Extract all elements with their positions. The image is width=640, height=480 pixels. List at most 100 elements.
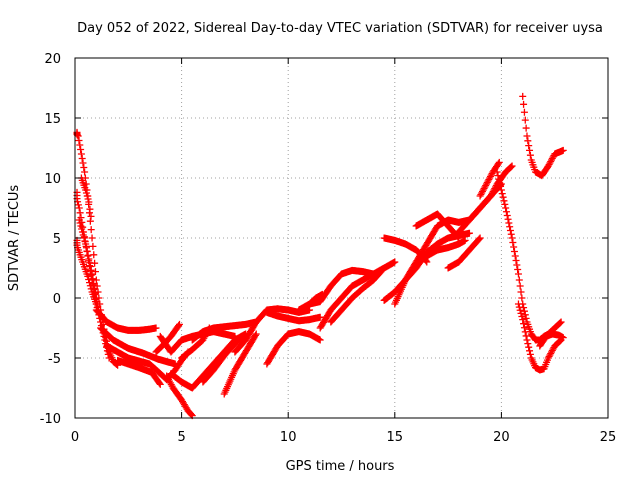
data-point: [86, 263, 94, 270]
data-point: [476, 234, 484, 242]
data-point: [487, 171, 495, 179]
data-point: [318, 290, 326, 298]
series-track-5: [75, 216, 102, 314]
data-point: [155, 379, 163, 387]
data-point: [80, 164, 88, 171]
data-point: [74, 132, 82, 140]
x-tick-label: 20: [493, 430, 510, 445]
x-tick-label: 25: [600, 430, 617, 445]
data-point: [175, 322, 183, 330]
data-point: [498, 190, 506, 198]
data-point: [481, 183, 489, 191]
series-track-15: [188, 318, 260, 344]
data-point: [548, 155, 556, 162]
data-point: [508, 234, 516, 242]
data-point: [90, 280, 98, 288]
data-point: [506, 223, 514, 231]
data-point: [549, 345, 557, 353]
data-point: [555, 320, 563, 327]
data-point: [79, 231, 87, 239]
series-track-12: [163, 372, 196, 420]
data-point: [316, 336, 324, 344]
series-track-17: [220, 330, 260, 398]
data-point: [76, 209, 84, 217]
data-point: [77, 150, 85, 158]
data-point: [84, 251, 92, 259]
data-point: [391, 258, 399, 266]
series-track-6: [92, 306, 160, 334]
data-point: [526, 347, 534, 355]
data-point: [175, 320, 183, 328]
data-point: [516, 306, 524, 314]
data-point: [78, 155, 86, 162]
series-track-16: [199, 330, 250, 386]
series-track-23: [306, 290, 326, 308]
data-point: [85, 276, 93, 284]
data-point: [491, 185, 499, 192]
series-track-1: [73, 128, 122, 369]
data-point: [86, 205, 94, 213]
data-point: [88, 234, 96, 242]
data-point: [523, 132, 531, 140]
data-point: [526, 146, 534, 154]
data-point: [525, 142, 533, 150]
grid: [75, 58, 608, 418]
data-point: [87, 226, 95, 234]
data-point: [497, 182, 505, 190]
series-track-2: [77, 174, 95, 220]
data-point: [78, 228, 86, 236]
data-point: [84, 195, 92, 203]
data-point: [525, 343, 533, 351]
data-point: [514, 300, 522, 308]
data-point: [89, 242, 97, 250]
data-point: [548, 348, 556, 356]
data-point: [494, 160, 502, 168]
data-point: [520, 100, 528, 108]
data-point: [497, 186, 505, 194]
series-track-32: [476, 158, 503, 200]
data-point: [500, 197, 508, 205]
data-point: [475, 235, 483, 243]
y-axis-label: SDTVAR / TECUs: [7, 185, 22, 292]
data-point: [423, 258, 431, 266]
data-point: [507, 230, 515, 238]
data-point: [87, 212, 95, 220]
data-point: [504, 215, 512, 223]
y-tick-label: 0: [53, 292, 61, 307]
series-track-34: [514, 300, 565, 374]
series-track-11: [152, 320, 183, 356]
data-point: [487, 192, 495, 200]
data-point: [252, 330, 260, 338]
data-point: [501, 200, 509, 208]
data-point: [544, 354, 552, 362]
data-point: [516, 282, 524, 290]
data-point: [496, 179, 504, 187]
chart-title: Day 052 of 2022, Sidereal Day-to-day VTE…: [77, 21, 603, 36]
data-point: [545, 161, 553, 168]
data-point: [547, 158, 555, 165]
data-point: [544, 162, 552, 170]
data-point: [476, 192, 484, 200]
data-point: [485, 176, 493, 183]
series-track-18: [231, 305, 314, 356]
data-point: [482, 182, 490, 189]
data-point: [479, 186, 487, 194]
data-point: [86, 259, 94, 267]
data-point: [517, 309, 525, 317]
data-point: [83, 248, 91, 255]
data-point: [493, 168, 501, 176]
data-point: [82, 240, 90, 248]
data-point: [91, 289, 99, 297]
data-point: [75, 137, 83, 144]
series-track-35: [519, 92, 567, 180]
data-point: [559, 146, 567, 154]
data-point: [526, 350, 534, 358]
data-point: [77, 146, 85, 153]
plot-frame: [74, 57, 609, 419]
data-point: [556, 319, 564, 327]
x-axis-label: GPS time / hours: [286, 459, 395, 474]
data-point: [521, 328, 529, 336]
data-point: [75, 204, 83, 212]
